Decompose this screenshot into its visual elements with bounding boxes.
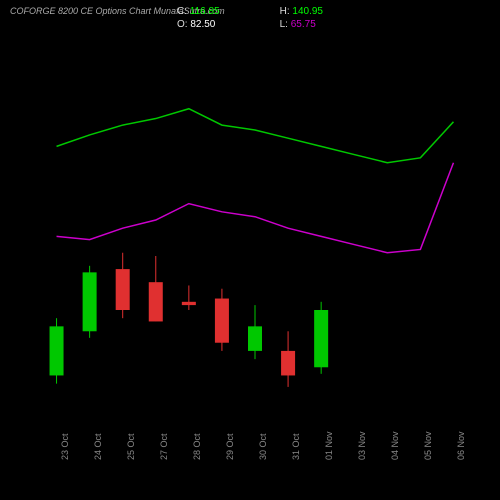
x-tick-label: 28 Oct — [192, 433, 202, 460]
x-tick-label: 24 Oct — [93, 433, 103, 460]
open-value: O: 82.50 — [177, 19, 220, 30]
ohlc-display: C: 116.85 O: 82.50 H: 140.95 L: 65.75 — [0, 6, 500, 30]
x-tick-label: 03 Nov — [357, 431, 367, 460]
x-tick-label: 31 Oct — [291, 433, 301, 460]
x-tick-label: 23 Oct — [60, 433, 70, 460]
chart-svg — [40, 40, 470, 400]
x-axis-labels: 23 Oct 24 Oct 25 Oct 27 Oct 28 Oct 29 Oct 30 O… — [40, 410, 470, 480]
x-tick-label: 06 Nov — [456, 431, 466, 460]
high-value: H: 140.95 — [280, 6, 323, 17]
x-tick-label: 04 Nov — [390, 431, 400, 460]
x-tick-label: 25 Oct — [126, 433, 136, 460]
x-tick-label: 29 Oct — [225, 433, 235, 460]
x-tick-label: 01 Nov — [324, 431, 334, 460]
low-value: L: 65.75 — [280, 19, 323, 30]
close-value: C: 116.85 — [177, 6, 220, 17]
chart-canvas — [40, 40, 470, 400]
x-tick-label: 05 Nov — [423, 431, 433, 460]
x-tick-label: 30 Oct — [258, 433, 268, 460]
x-tick-label: 27 Oct — [159, 433, 169, 460]
